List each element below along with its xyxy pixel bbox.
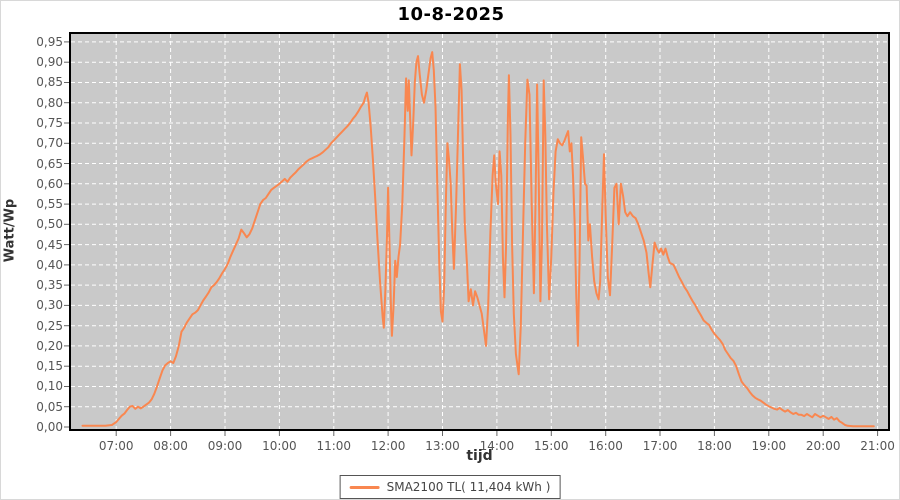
y-tick-label: 0,60 <box>36 176 63 191</box>
x-tick-label: 17:00 <box>642 439 678 453</box>
y-tick-label: 0,00 <box>36 420 63 434</box>
x-tick-label: 14:00 <box>479 439 515 453</box>
x-axis-label: tijd <box>466 448 493 464</box>
y-tick-label: 0,20 <box>36 338 63 353</box>
y-tick-label: 0,65 <box>36 156 63 171</box>
y-tick-label: 0,85 <box>36 75 63 90</box>
x-tick-label: 20:00 <box>805 439 841 453</box>
y-tick-label: 0,30 <box>36 298 63 313</box>
x-tick-label: 15:00 <box>533 439 569 453</box>
y-axis-label: Watt/Wp <box>2 198 18 263</box>
y-tick-label: 0,50 <box>36 217 63 232</box>
x-tick-label: 11:00 <box>316 439 352 453</box>
x-tick-label: 19:00 <box>751 439 787 453</box>
y-tick-label: 0,15 <box>36 359 63 374</box>
y-tick-label: 0,90 <box>36 55 63 70</box>
legend-series-label: SMA2100 TL( 11,404 kWh ) <box>386 480 551 494</box>
x-tick-label: 18:00 <box>697 439 732 453</box>
y-tick-label: 0,10 <box>36 379 63 394</box>
y-tick-label: 0,55 <box>36 197 63 212</box>
x-tick-label: 13:00 <box>425 439 460 453</box>
x-tick-label: 21:00 <box>860 439 895 453</box>
chart-title: 10-8-2025 <box>397 4 505 25</box>
x-tick-label: 09:00 <box>207 439 243 453</box>
series-line-swatch <box>349 485 380 489</box>
y-tick-label: 0,40 <box>36 257 63 272</box>
y-tick-label: 0,95 <box>36 34 63 49</box>
y-tick-label: 0,45 <box>36 237 63 252</box>
y-tick-label: 0,75 <box>36 115 63 130</box>
x-tick-label: 16:00 <box>588 439 623 453</box>
y-tick-label: 0,25 <box>36 318 63 333</box>
y-tick-label: 0,80 <box>36 95 63 110</box>
y-tick-label: 0,35 <box>36 278 63 293</box>
y-tick-label: 0,05 <box>36 399 63 414</box>
y-tick-label: 0,70 <box>36 136 63 151</box>
x-tick-label: 08:00 <box>153 439 188 453</box>
x-tick-label: 12:00 <box>370 439 406 453</box>
x-tick-label: 10:00 <box>262 439 297 453</box>
x-tick-label: 07:00 <box>98 439 134 453</box>
legend-box: SMA2100 TL( 11,404 kWh ) <box>339 475 561 499</box>
